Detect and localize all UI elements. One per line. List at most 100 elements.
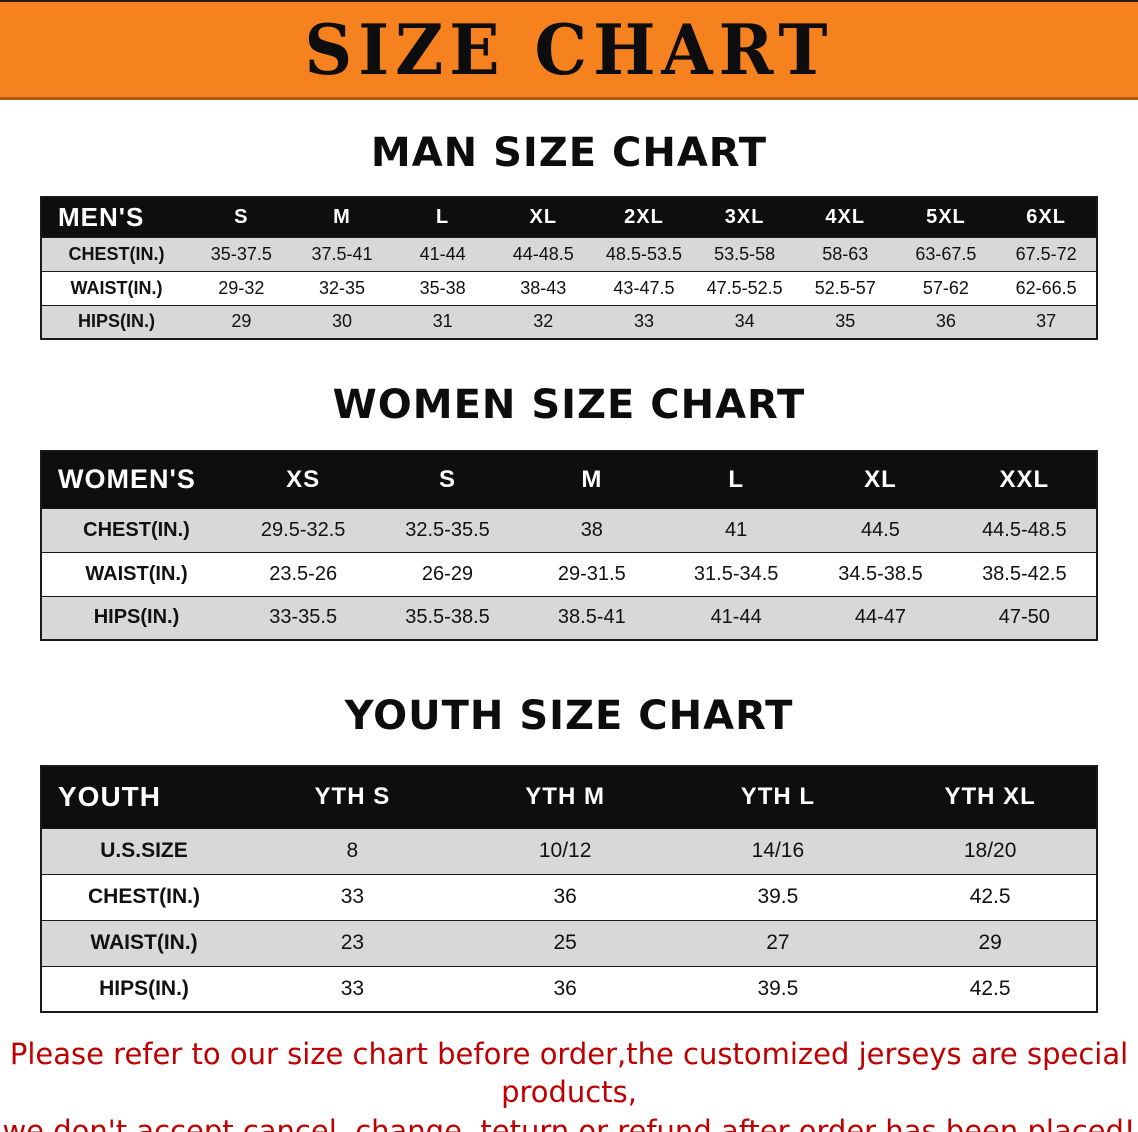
measurement-label-cell: WAIST(IN.) [41, 551, 231, 596]
size-value-cell: 29 [884, 919, 1097, 966]
disclaimer-line-1: Please refer to our size chart before or… [9, 1037, 1129, 1110]
size-value-cell: 38-43 [492, 270, 594, 305]
size-column-header: XL [492, 197, 594, 237]
women-size-table: WOMEN'S XS S M L XL XXL CHEST(IN.) 29.5-32.5 32.5… [40, 450, 1098, 641]
youth-size-table: YOUTH YTH S YTH M YTH L YTH XL U.S.SIZE 8 10/12… [40, 765, 1098, 1013]
disclaimer: Please refer to our size chart before or… [0, 1035, 1138, 1132]
table-row: HIPS(IN.) 33 36 39.5 42.5 [41, 965, 1097, 1012]
banner: SIZE CHART [0, 0, 1138, 100]
table-row: HIPS(IN.) 33-35.5 35.5-38.5 38.5-41 41-44 44-… [41, 595, 1097, 640]
size-column-header: XL [808, 451, 953, 508]
table-row: WAIST(IN.) 29-32 32-35 35-38 38-43 43-47.5 47.… [41, 270, 1097, 305]
size-value-cell: 29.5-32.5 [231, 507, 376, 552]
size-value-cell: 47.5-52.5 [694, 270, 795, 305]
size-value-cell: 27 [671, 919, 885, 966]
size-value-cell: 35 [794, 304, 896, 339]
size-column-header: YTH L [671, 766, 885, 828]
size-value-cell: 38.5-41 [519, 595, 664, 640]
size-value-cell: 23.5-26 [231, 551, 376, 596]
measurement-label-cell: U.S.SIZE [41, 827, 246, 874]
size-column-header: 6XL [996, 197, 1097, 237]
size-value-cell: 48.5-53.5 [593, 236, 695, 271]
size-value-cell: 14/16 [671, 827, 885, 874]
size-column-header: 5XL [895, 197, 997, 237]
table-title-cell: YOUTH [41, 766, 246, 828]
table-row: WAIST(IN.) 23.5-26 26-29 29-31.5 31.5-34.5 34… [41, 551, 1097, 596]
size-value-cell: 36 [458, 965, 672, 1012]
size-value-cell: 58-63 [794, 236, 896, 271]
table-header-row: MEN'S S M L XL 2XL 3XL 4XL 5XL 6XL [41, 197, 1097, 237]
size-value-cell: 44-48.5 [492, 236, 594, 271]
size-value-cell: 39.5 [671, 873, 885, 920]
size-value-cell: 41-44 [392, 236, 493, 271]
size-column-header: 3XL [694, 197, 795, 237]
table-row: WAIST(IN.) 23 25 27 29 [41, 919, 1097, 966]
size-value-cell: 36 [895, 304, 997, 339]
measurement-label-cell: HIPS(IN.) [41, 965, 246, 1012]
size-value-cell: 62-66.5 [996, 270, 1097, 305]
size-value-cell: 32-35 [291, 270, 393, 305]
size-value-cell: 18/20 [884, 827, 1097, 874]
size-value-cell: 41-44 [663, 595, 809, 640]
size-value-cell: 35.5-38.5 [375, 595, 520, 640]
size-column-header: L [663, 451, 809, 508]
size-column-header: 4XL [794, 197, 896, 237]
size-value-cell: 33-35.5 [231, 595, 376, 640]
size-value-cell: 33 [246, 965, 459, 1012]
size-value-cell: 44-47 [808, 595, 953, 640]
size-value-cell: 25 [458, 919, 672, 966]
size-value-cell: 57-62 [895, 270, 997, 305]
size-value-cell: 37.5-41 [291, 236, 393, 271]
women-section-heading: WOMEN SIZE CHART [332, 382, 806, 428]
size-value-cell: 47-50 [952, 595, 1097, 640]
size-value-cell: 32 [492, 304, 594, 339]
table-header-row: YOUTH YTH S YTH M YTH L YTH XL [41, 766, 1097, 828]
size-value-cell: 33 [593, 304, 695, 339]
size-value-cell: 67.5-72 [996, 236, 1097, 271]
size-column-header: YTH M [458, 766, 672, 828]
measurement-label-cell: CHEST(IN.) [41, 873, 246, 920]
size-value-cell: 38.5-42.5 [952, 551, 1097, 596]
size-value-cell: 31.5-34.5 [663, 551, 809, 596]
size-value-cell: 26-29 [375, 551, 520, 596]
youth-section-heading: YOUTH SIZE CHART [344, 693, 794, 739]
men-size-section: MAN SIZE CHART MEN'S S M L XL 2XL 3XL 4XL 5XL 6XL… [0, 130, 1138, 340]
size-column-header: S [191, 197, 292, 237]
size-column-header: L [392, 197, 493, 237]
size-value-cell: 41 [663, 507, 809, 552]
size-value-cell: 37 [996, 304, 1097, 339]
measurement-label-cell: CHEST(IN.) [41, 507, 231, 552]
size-value-cell: 53.5-58 [694, 236, 795, 271]
table-row: U.S.SIZE 8 10/12 14/16 18/20 [41, 827, 1097, 874]
size-value-cell: 32.5-35.5 [375, 507, 520, 552]
size-value-cell: 8 [246, 827, 459, 874]
size-value-cell: 23 [246, 919, 459, 966]
table-title-cell: MEN'S [41, 197, 191, 237]
size-value-cell: 44.5-48.5 [952, 507, 1097, 552]
size-value-cell: 42.5 [884, 873, 1097, 920]
measurement-label-cell: HIPS(IN.) [41, 595, 231, 640]
size-value-cell: 43-47.5 [593, 270, 695, 305]
youth-size-section: YOUTH SIZE CHART YOUTH YTH S YTH M YTH L YTH… [0, 693, 1138, 1013]
women-size-section: WOMEN SIZE CHART WOMEN'S XS S M L XL XXL CHEST(… [0, 382, 1138, 641]
page-title: SIZE CHART [304, 8, 834, 91]
size-column-header: M [519, 451, 664, 508]
size-column-header: XXL [952, 451, 1097, 508]
size-value-cell: 36 [458, 873, 672, 920]
table-row: HIPS(IN.) 29 30 31 32 33 34 35 36 37 [41, 304, 1097, 339]
size-value-cell: 44.5 [808, 507, 953, 552]
size-value-cell: 30 [291, 304, 393, 339]
size-column-header: 2XL [593, 197, 695, 237]
size-column-header: YTH S [246, 766, 459, 828]
size-value-cell: 33 [246, 873, 459, 920]
size-value-cell: 34 [694, 304, 795, 339]
size-column-header: S [375, 451, 520, 508]
table-header-row: WOMEN'S XS S M L XL XXL [41, 451, 1097, 508]
table-row: CHEST(IN.) 29.5-32.5 32.5-35.5 38 41 44.5 44.5… [41, 507, 1097, 552]
size-value-cell: 31 [392, 304, 493, 339]
size-value-cell: 10/12 [458, 827, 672, 874]
measurement-label-cell: WAIST(IN.) [41, 270, 191, 305]
table-title-cell: WOMEN'S [41, 451, 231, 508]
men-size-table: MEN'S S M L XL 2XL 3XL 4XL 5XL 6XL CHEST(IN.) 35-37… [40, 196, 1098, 340]
